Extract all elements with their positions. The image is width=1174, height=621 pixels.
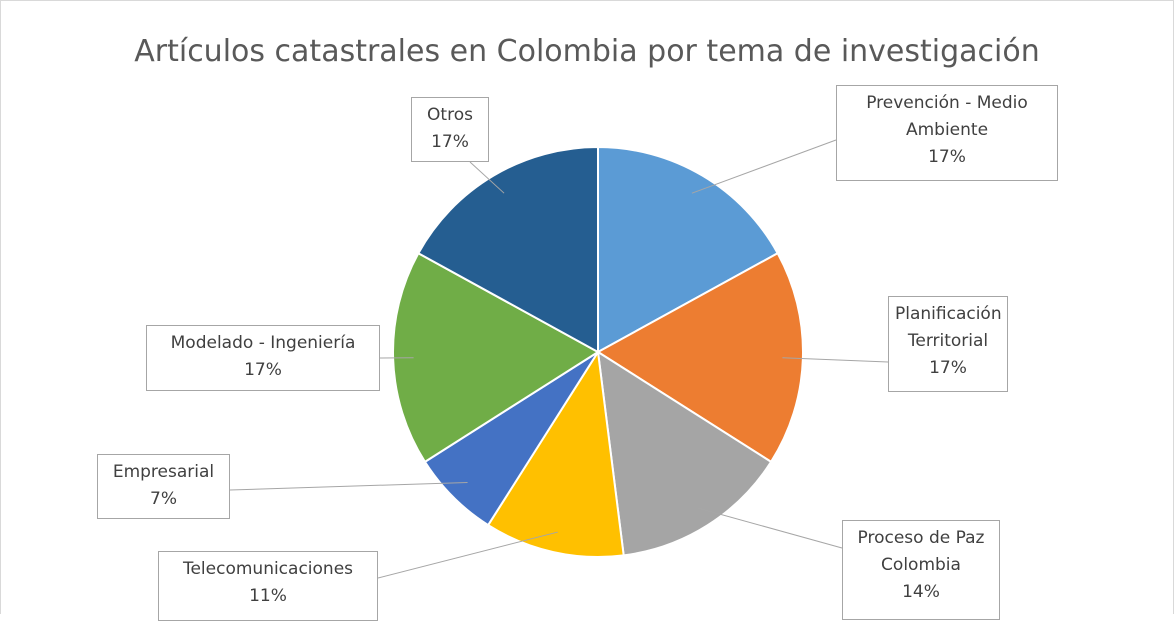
label-value: 17% xyxy=(895,355,1001,382)
label-value: 11% xyxy=(165,583,371,610)
label-category: Otros xyxy=(418,102,482,129)
label-value: 14% xyxy=(849,579,993,606)
label-category: Planificación Territorial xyxy=(895,301,1001,355)
label-value: 17% xyxy=(418,129,482,156)
label-category: Telecomunicaciones xyxy=(165,556,371,583)
label-category: Proceso de Paz Colombia xyxy=(849,525,993,579)
leader-line xyxy=(378,532,558,578)
label-value: 17% xyxy=(153,357,373,384)
label-value: 17% xyxy=(843,144,1051,171)
leader-line xyxy=(697,508,842,548)
leader-line xyxy=(692,140,836,193)
leader-line xyxy=(230,482,468,490)
label-category: Empresarial xyxy=(104,459,223,486)
chart-title: Artículos catastrales en Colombia por te… xyxy=(0,34,1174,69)
label-value: 7% xyxy=(104,486,223,513)
label-category: Modelado - Ingeniería xyxy=(153,330,373,357)
label-category: Prevención - Medio Ambiente xyxy=(843,90,1051,144)
